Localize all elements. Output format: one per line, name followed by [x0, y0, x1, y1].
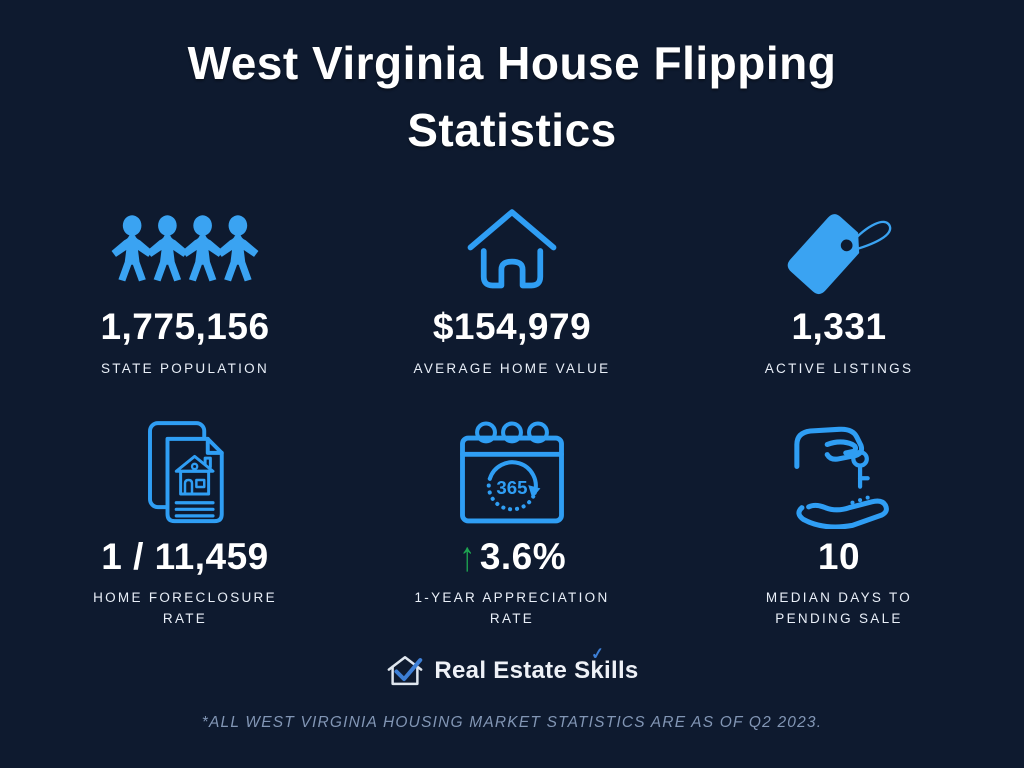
logo-i-check-icon: ✓ [590, 645, 606, 664]
house-icon-svg [467, 209, 557, 289]
logo-house-check-icon [387, 655, 423, 686]
stat-label: HOME FORECLOSURE RATE [93, 590, 277, 626]
stat-value: ↑ 3.6% [458, 533, 567, 580]
footnote: *ALL WEST VIRGINIA HOUSING MARKET STATIS… [201, 713, 823, 731]
calendar-365-text: 365 [496, 477, 527, 498]
stat-state-population: 1,775,156 STATE POPULATION [22, 187, 349, 379]
stat-average-home-value: $154,979 AVERAGE HOME VALUE [349, 187, 676, 379]
stat-home-foreclosure-rate: 1 / 11,459 HOME FORECLOSURE RATE [22, 417, 349, 629]
up-arrow-icon: ↑ [459, 533, 476, 580]
stat-label: 1-YEAR APPRECIATION RATE [414, 590, 610, 626]
stat-label: MEDIAN DAYS TO PENDING SALE [765, 590, 913, 626]
stats-grid: 1,775,156 STATE POPULATION $154,979 AVER… [22, 187, 1003, 629]
stat-value-text: 3.6% [479, 536, 567, 578]
stat-value: 1 / 11,459 [101, 536, 269, 578]
stat-value: 1,775,156 [100, 306, 270, 348]
stat-label: AVERAGE HOME VALUE [413, 360, 611, 376]
stat-active-listings: 1,331 ACTIVE LISTINGS [676, 187, 1003, 379]
calendar-365-icon-svg: 365 [460, 421, 564, 524]
stat-value: 1,331 [791, 306, 887, 348]
stat-value: $154,979 [432, 306, 592, 348]
key-handover-icon [780, 417, 898, 530]
page-title: West Virginia House Flipping Statistics [187, 37, 837, 156]
logo-text: Real Estate Skills [434, 657, 639, 685]
stat-median-days-pending: 10 MEDIAN DAYS TO PENDING SALE [676, 417, 1003, 629]
stat-label: ACTIVE LISTINGS [764, 360, 914, 376]
house-icon [459, 187, 565, 299]
foreclosure-document-icon [129, 417, 241, 529]
price-tag-icon [784, 187, 894, 299]
stat-appreciation-rate: 365 ↑ 3.6% 1-YEAR APPRECIATION RATE [349, 417, 676, 629]
calendar-365-icon: 365 [451, 417, 573, 529]
stat-label: STATE POPULATION [100, 360, 270, 376]
foreclosure-document-icon-svg [148, 421, 224, 524]
stat-value: 10 [817, 536, 861, 578]
key-handover-icon-svg [794, 426, 889, 530]
price-tag-icon-svg [787, 214, 892, 295]
people-icon-svg [111, 215, 259, 282]
brand-logo: Real Estate Skills ✓ [385, 645, 639, 690]
people-icon [110, 187, 260, 299]
